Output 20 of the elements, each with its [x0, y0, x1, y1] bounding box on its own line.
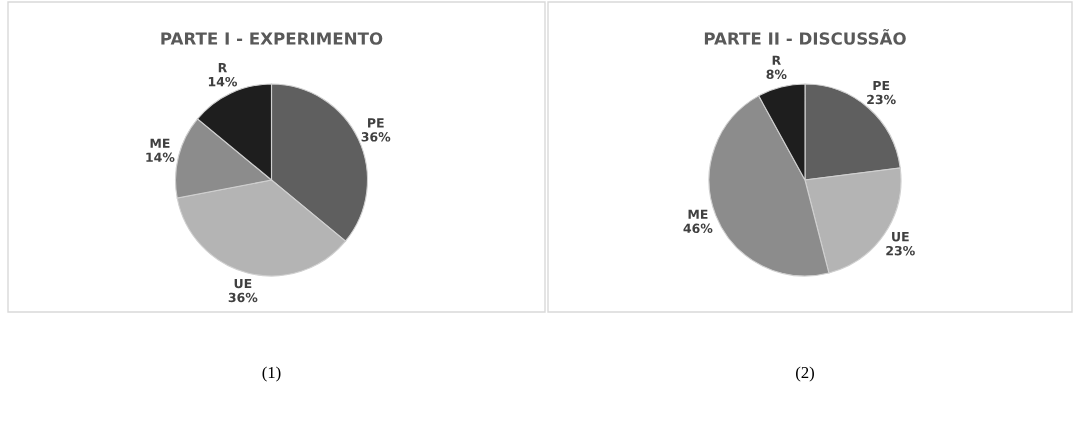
- data-label: 46%: [683, 223, 713, 234]
- slice-label: ME: [688, 209, 708, 219]
- data-label: 36%: [361, 132, 391, 142]
- slice-label: R: [772, 55, 781, 65]
- text: (1): [262, 366, 281, 382]
- slice-label: R: [218, 63, 228, 73]
- chart-title: PARTE I - EXPERIMENTO: [161, 32, 383, 45]
- data-label: 23%: [886, 245, 915, 256]
- text: (2): [796, 366, 814, 382]
- chart-title: PARTE II - DISCUSSÃO: [704, 29, 906, 45]
- data-label: 14%: [208, 76, 238, 87]
- data-label: 23%: [867, 94, 896, 105]
- slice-label: UE: [892, 232, 909, 242]
- slice-label: ME: [150, 138, 170, 148]
- slice-label: PE: [368, 118, 384, 128]
- slice-label: PE: [873, 80, 890, 91]
- data-label: 36%: [228, 292, 258, 303]
- data-label: 8%: [766, 69, 787, 80]
- data-label: 14%: [146, 152, 175, 162]
- slice-label: UE: [234, 278, 252, 289]
